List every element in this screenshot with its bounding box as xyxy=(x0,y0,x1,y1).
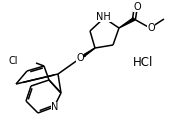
Polygon shape xyxy=(78,48,95,60)
Text: HCl: HCl xyxy=(133,56,153,68)
Text: O: O xyxy=(76,53,84,63)
Polygon shape xyxy=(119,18,135,28)
Text: N: N xyxy=(51,102,59,112)
Text: O: O xyxy=(147,23,155,33)
Text: O: O xyxy=(133,2,141,12)
Text: NH: NH xyxy=(96,12,110,22)
Text: Cl: Cl xyxy=(8,56,18,66)
